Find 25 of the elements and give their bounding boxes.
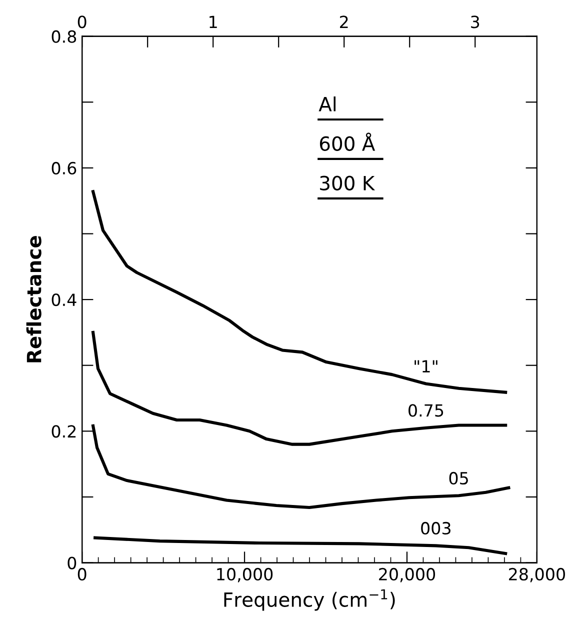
x2-tick-label: 3 [471, 16, 480, 28]
annotation: Al [318, 96, 336, 112]
x2-tick-label: 1 [210, 16, 217, 28]
y-tick-label: 0.6 [52, 162, 76, 174]
series-label: 05 [449, 472, 468, 485]
y-tick-label: 0.8 [52, 30, 76, 43]
x-tick-label: 20,000 [379, 568, 436, 582]
y-tick-label: 0.4 [52, 294, 76, 306]
y-axis-title: Reflectance [26, 236, 42, 362]
line-series [94, 536, 508, 556]
x-axis-title: Frequency (cm$^{−1}$) [224, 589, 395, 611]
y-tick-label: 0.2 [52, 425, 76, 438]
series-label: 003 [421, 522, 450, 535]
line-series [92, 190, 508, 394]
series-label: 0.75 [408, 404, 444, 417]
x2-tick-label: 0 [78, 16, 86, 28]
y-tick-label: 0 [68, 556, 76, 570]
annotation: 600 Å [320, 132, 376, 151]
line-series [92, 330, 508, 446]
series-label: "1" [414, 360, 438, 372]
x-tick-label: 10,000 [217, 568, 273, 582]
x-tick-label: 0 [78, 568, 86, 581]
x-tick-label: 28,000 [509, 568, 565, 582]
x2-tick-label: 2 [340, 16, 348, 28]
annotation: 300 K [320, 176, 376, 190]
